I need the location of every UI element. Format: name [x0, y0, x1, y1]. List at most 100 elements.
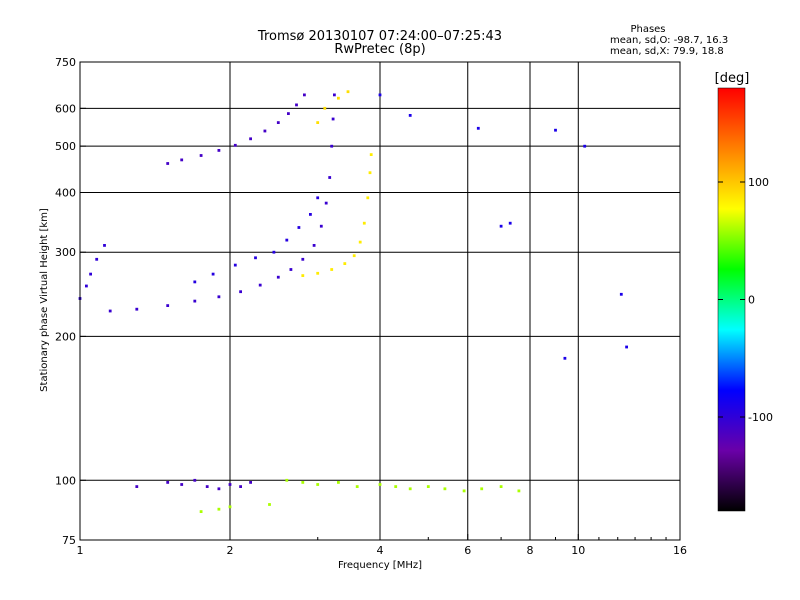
data-point — [180, 158, 184, 162]
y-tick-label: 500 — [55, 140, 76, 153]
data-point — [135, 307, 139, 311]
data-point — [217, 149, 221, 152]
data-point — [249, 481, 252, 484]
y-tick-label: 750 — [55, 56, 76, 69]
y-tick-label: 400 — [55, 186, 76, 199]
series — [193, 196, 320, 284]
data-point — [85, 284, 88, 288]
data-point — [285, 238, 289, 242]
x-tick-label: 4 — [377, 544, 384, 557]
data-point — [408, 487, 412, 491]
data-point — [563, 356, 567, 360]
colorbar-ticks: 100 0 -100 — [718, 176, 773, 424]
data-point — [249, 137, 252, 141]
data-point — [193, 299, 197, 303]
data-point — [239, 485, 242, 488]
data-point — [324, 201, 328, 205]
data-point — [316, 196, 320, 200]
y-tick-label: 600 — [55, 102, 76, 115]
data-point — [289, 268, 293, 271]
data-point — [352, 254, 356, 258]
data-point — [443, 487, 447, 491]
data-point — [330, 144, 334, 148]
chart-subtitle: RwPretec (8p) — [334, 42, 425, 57]
data-point — [499, 224, 503, 228]
data-point — [205, 485, 209, 488]
data-point — [328, 176, 332, 179]
x-tick-label: 16 — [673, 544, 687, 557]
data-point — [337, 481, 340, 484]
chart-title: Tromsø 20130107 07:24:00–07:25:43 — [257, 29, 502, 44]
x-tick-label: 6 — [464, 544, 471, 557]
data-point — [301, 257, 305, 261]
data-point — [517, 489, 521, 493]
data-point — [268, 503, 271, 506]
data-point — [103, 244, 106, 247]
data-point — [287, 112, 290, 115]
data-point — [312, 244, 316, 247]
data-point — [346, 90, 350, 94]
data-point — [193, 280, 197, 284]
x-tick-label: 2 — [227, 544, 234, 557]
data-point — [309, 213, 312, 216]
data-point — [272, 250, 276, 254]
data-point — [378, 483, 382, 486]
data-point — [166, 304, 170, 307]
data-point — [330, 268, 334, 271]
data-point — [369, 153, 373, 156]
data-point — [319, 224, 323, 228]
data-point — [95, 257, 99, 261]
data-point — [108, 309, 112, 313]
data-point — [135, 485, 139, 488]
data-point — [508, 221, 512, 225]
data-point — [199, 510, 203, 513]
series — [135, 478, 252, 491]
data-point — [323, 106, 327, 110]
data-point — [233, 143, 237, 147]
data-point — [295, 103, 298, 107]
data-point — [462, 489, 466, 493]
data-point — [426, 485, 430, 488]
series — [301, 153, 373, 277]
series — [199, 478, 521, 513]
data-point — [297, 226, 301, 229]
data-point — [303, 93, 306, 97]
data-point — [480, 487, 484, 491]
data-point — [258, 283, 262, 287]
data-point — [239, 290, 242, 294]
data-point — [276, 121, 280, 124]
phase-stats-x: mean, sd,X: 79.9, 18.8 — [610, 46, 724, 57]
x-tick-label: 8 — [527, 544, 534, 557]
y-axis-label: Stationary phase Virtual Height [km] — [39, 208, 50, 392]
data-point — [366, 196, 370, 200]
data-point — [316, 271, 320, 275]
data-point — [343, 262, 347, 265]
data-point — [337, 96, 340, 100]
data-point — [394, 485, 398, 488]
data-point — [355, 485, 359, 488]
data-point — [378, 93, 382, 97]
phase-stats-o: mean, sd,O: -98.7, 16.3 — [610, 35, 728, 46]
x-tick-label: 10 — [571, 544, 585, 557]
data-point — [333, 93, 336, 97]
data-point — [358, 240, 362, 244]
colorbar-tick-label: -100 — [748, 411, 773, 424]
x-tick-label: 1 — [77, 544, 84, 557]
data-point — [316, 121, 320, 124]
data-point — [166, 481, 170, 484]
phase-stats-heading: Phases — [630, 24, 665, 35]
grid — [80, 62, 680, 540]
data-point — [625, 345, 628, 349]
y-tick-label: 100 — [55, 474, 76, 487]
data-point — [276, 275, 280, 279]
data-point — [217, 295, 221, 299]
data-point — [254, 256, 257, 260]
x-axis-label: Frequency [MHz] — [338, 560, 422, 571]
data-point — [619, 292, 623, 296]
data-point — [408, 114, 412, 117]
y-tick-label: 75 — [62, 534, 76, 547]
colorbar-tick-label: 0 — [748, 294, 755, 307]
colorbar-label: [deg] — [715, 71, 750, 86]
data-point — [166, 162, 170, 165]
